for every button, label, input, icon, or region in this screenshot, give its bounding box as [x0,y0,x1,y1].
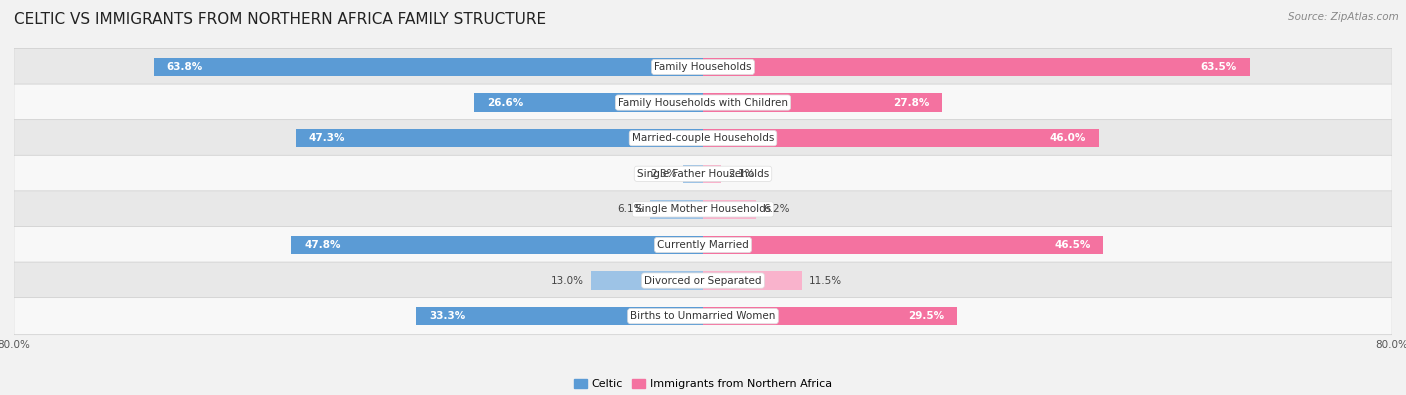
Bar [416,307,703,325]
Bar [703,165,721,183]
Text: 47.8%: 47.8% [304,240,340,250]
Text: 27.8%: 27.8% [893,98,929,107]
Text: 2.1%: 2.1% [728,169,755,179]
Bar [703,236,1104,254]
Text: Births to Unmarried Women: Births to Unmarried Women [630,311,776,321]
Bar [651,200,703,218]
FancyBboxPatch shape [14,262,1392,299]
Bar [703,129,1099,147]
Text: CELTIC VS IMMIGRANTS FROM NORTHERN AFRICA FAMILY STRUCTURE: CELTIC VS IMMIGRANTS FROM NORTHERN AFRIC… [14,12,546,27]
Bar [295,129,703,147]
Text: Currently Married: Currently Married [657,240,749,250]
Text: Single Mother Households: Single Mother Households [636,204,770,214]
FancyBboxPatch shape [14,298,1392,335]
Text: Married-couple Households: Married-couple Households [631,133,775,143]
Text: 46.5%: 46.5% [1054,240,1091,250]
Text: Source: ZipAtlas.com: Source: ZipAtlas.com [1288,12,1399,22]
Text: 6.1%: 6.1% [617,204,644,214]
Legend: Celtic, Immigrants from Northern Africa: Celtic, Immigrants from Northern Africa [569,374,837,394]
FancyBboxPatch shape [14,155,1392,192]
Text: 6.2%: 6.2% [763,204,790,214]
Bar [703,271,801,290]
Bar [703,93,942,112]
Text: 63.5%: 63.5% [1201,62,1237,72]
Text: Family Households: Family Households [654,62,752,72]
Bar [703,307,957,325]
Text: 26.6%: 26.6% [486,98,523,107]
Bar [591,271,703,290]
Text: 46.0%: 46.0% [1050,133,1087,143]
Bar [153,58,703,76]
Bar [291,236,703,254]
FancyBboxPatch shape [14,191,1392,228]
Text: Family Households with Children: Family Households with Children [619,98,787,107]
Text: 33.3%: 33.3% [429,311,465,321]
Text: 2.3%: 2.3% [650,169,676,179]
Text: 13.0%: 13.0% [551,276,583,286]
Text: 11.5%: 11.5% [808,276,842,286]
FancyBboxPatch shape [14,120,1392,157]
Bar [703,58,1250,76]
Text: 29.5%: 29.5% [908,311,945,321]
Bar [683,165,703,183]
FancyBboxPatch shape [14,84,1392,121]
FancyBboxPatch shape [14,226,1392,263]
Bar [703,200,756,218]
Bar [474,93,703,112]
Text: Single Father Households: Single Father Households [637,169,769,179]
Text: 47.3%: 47.3% [308,133,344,143]
FancyBboxPatch shape [14,49,1392,85]
Text: 63.8%: 63.8% [166,62,202,72]
Text: Divorced or Separated: Divorced or Separated [644,276,762,286]
